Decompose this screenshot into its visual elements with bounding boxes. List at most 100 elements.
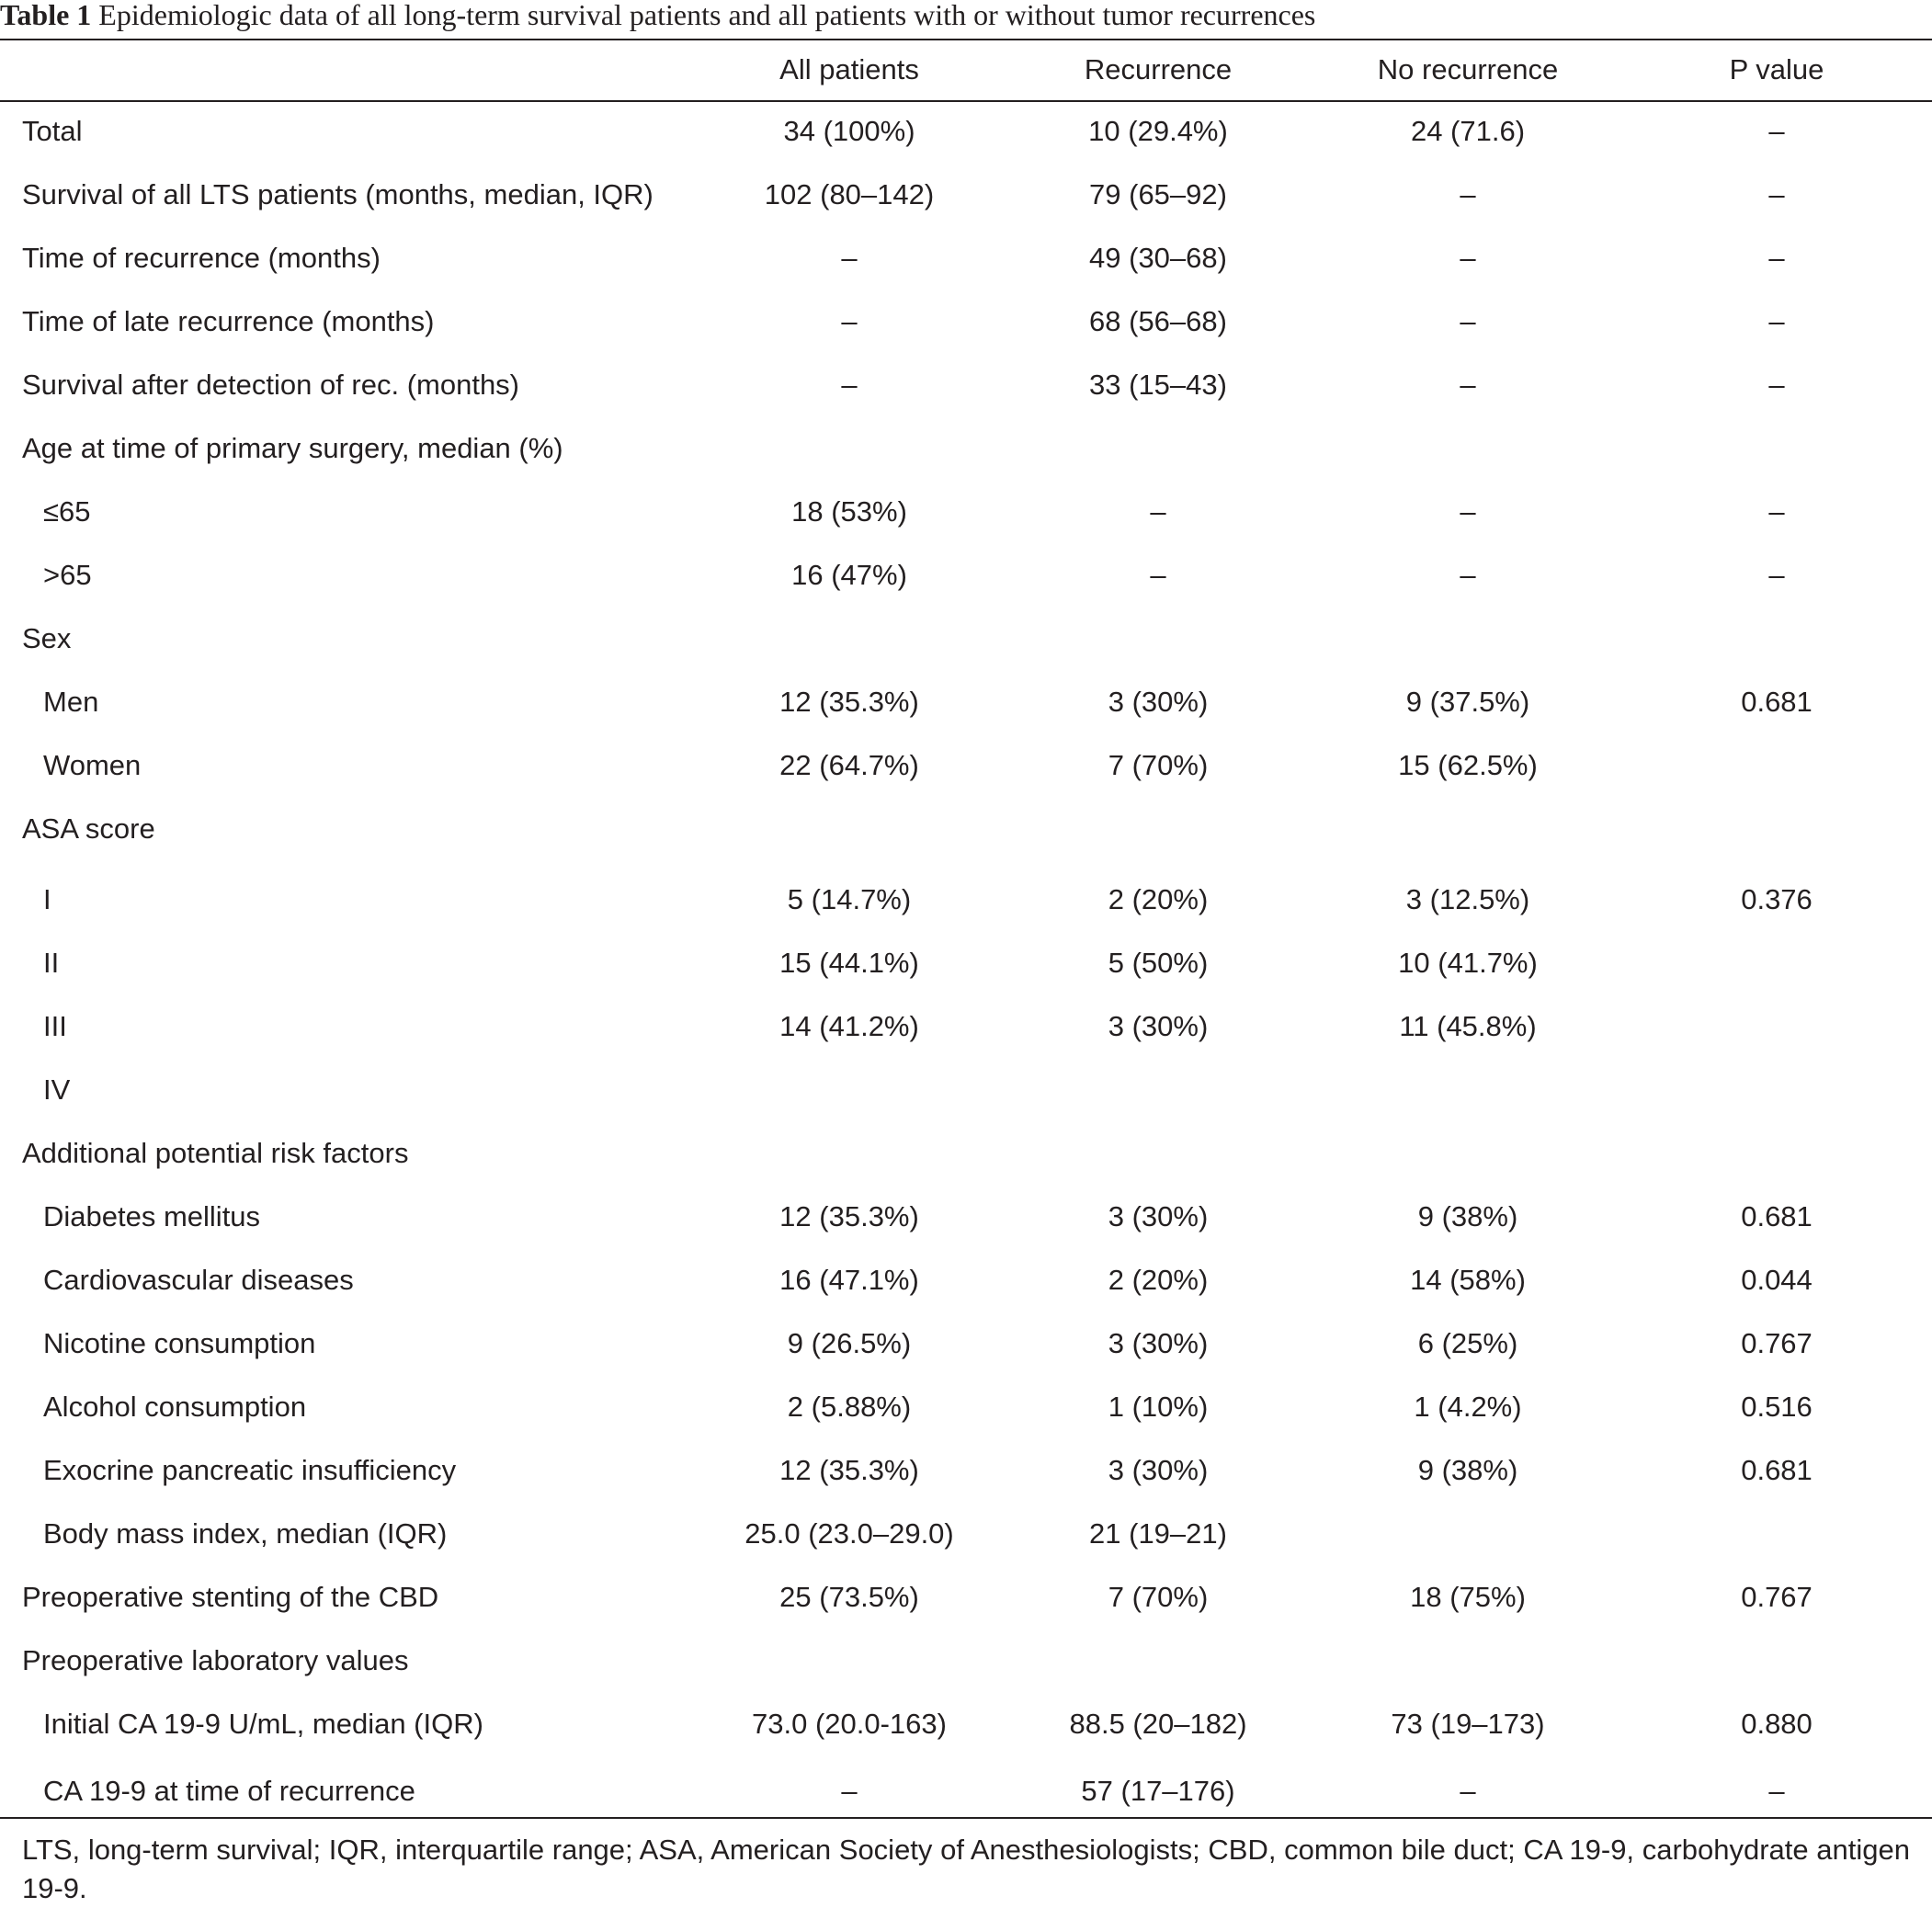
- cell-all-patients: 15 (44.1%): [779, 947, 919, 979]
- cell-no-recurrence: –: [1460, 1775, 1476, 1807]
- cell-all-patients: 12 (35.3%): [779, 686, 919, 718]
- table-row: >65 16 (47%) – – –: [0, 560, 1932, 596]
- row-label: Sex: [22, 622, 72, 654]
- row-label: Survival after detection of rec. (months…: [22, 369, 520, 401]
- table-row: Diabetes mellitus 12 (35.3%) 3 (30%) 9 (38%…: [0, 1201, 1932, 1238]
- cell-p-value: –: [1768, 115, 1785, 147]
- row-label: Time of late recurrence (months): [22, 305, 435, 337]
- cell-no-recurrence: 18 (75%): [1410, 1581, 1526, 1613]
- table-row: Total 34 (100%) 10 (29.4%) 24 (71.6) –: [0, 116, 1932, 153]
- cell-no-recurrence: –: [1460, 178, 1476, 210]
- cell-p-value: 0.767: [1741, 1327, 1813, 1359]
- cell-recurrence: –: [1150, 495, 1166, 528]
- table-row: Women 22 (64.7%) 7 (70%) 15 (62.5%): [0, 750, 1932, 787]
- cell-no-recurrence: 15 (62.5%): [1398, 749, 1538, 781]
- header-rule: [0, 100, 1932, 102]
- cell-no-recurrence: 9 (38%): [1417, 1454, 1518, 1486]
- cell-no-recurrence: –: [1460, 369, 1476, 401]
- table-row: Survival after detection of rec. (months…: [0, 369, 1932, 406]
- table-caption: Table 1 Epidemiologic data of all long-t…: [0, 0, 1932, 37]
- cell-recurrence: 79 (65–92): [1089, 178, 1227, 210]
- table-row: CA 19-9 at time of recurrence – 57 (17–176…: [0, 1776, 1932, 1812]
- table-row: Alcohol consumption 2 (5.88%) 1 (10%) 1 (4.…: [0, 1391, 1932, 1428]
- cell-recurrence: 2 (20%): [1108, 1264, 1209, 1296]
- cell-p-value: 0.516: [1741, 1391, 1813, 1423]
- table-row: Initial CA 19-9 U/mL, median (IQR) 73.0 (…: [0, 1709, 1932, 1745]
- cell-p-value: –: [1768, 369, 1785, 401]
- table-row: Survival of all LTS patients (months, me…: [0, 179, 1932, 216]
- table-row: Sex: [0, 623, 1932, 660]
- table-row: ASA score: [0, 813, 1932, 850]
- cell-recurrence: 49 (30–68): [1089, 242, 1227, 274]
- row-label: Diabetes mellitus: [43, 1200, 261, 1232]
- cell-p-value: 0.044: [1741, 1264, 1813, 1296]
- cell-all-patients: –: [841, 305, 858, 337]
- cell-all-patients: 16 (47.1%): [779, 1264, 919, 1296]
- cell-recurrence: 3 (30%): [1108, 1327, 1209, 1359]
- cell-p-value: –: [1768, 559, 1785, 591]
- cell-all-patients: 2 (5.88%): [787, 1391, 912, 1423]
- cell-no-recurrence: 10 (41.7%): [1398, 947, 1538, 979]
- cell-recurrence: 3 (30%): [1108, 1010, 1209, 1042]
- cell-p-value: –: [1768, 178, 1785, 210]
- row-label: I: [43, 883, 51, 915]
- cell-p-value: –: [1768, 305, 1785, 337]
- cell-no-recurrence: 9 (38%): [1417, 1200, 1518, 1232]
- row-label: >65: [43, 559, 92, 591]
- row-label: Body mass index, median (IQR): [43, 1517, 448, 1550]
- cell-no-recurrence: 24 (71.6): [1410, 115, 1526, 147]
- cell-all-patients: 12 (35.3%): [779, 1454, 919, 1486]
- row-label: Additional potential risk factors: [22, 1137, 409, 1169]
- cell-recurrence: 33 (15–43): [1089, 369, 1227, 401]
- cell-no-recurrence: 3 (12.5%): [1405, 883, 1530, 915]
- cell-all-patients: –: [841, 242, 858, 274]
- table-row: Cardiovascular diseases 16 (47.1%) 2 (20%)…: [0, 1265, 1932, 1301]
- cell-no-recurrence: 9 (37.5%): [1405, 686, 1530, 718]
- table-row: ≤65 18 (53%) – – –: [0, 496, 1932, 533]
- table-row: Men 12 (35.3%) 3 (30%) 9 (37.5%) 0.681: [0, 687, 1932, 723]
- cell-p-value: –: [1768, 242, 1785, 274]
- cell-no-recurrence: 6 (25%): [1417, 1327, 1518, 1359]
- header-all-patients: All patients: [779, 53, 919, 85]
- table-row: Exocrine pancreatic insufficiency 12 (35.…: [0, 1455, 1932, 1492]
- row-label: Survival of all LTS patients (months, me…: [22, 178, 653, 210]
- cell-all-patients: 18 (53%): [791, 495, 907, 528]
- table-row: Nicotine consumption 9 (26.5%) 3 (30%) 6 (2…: [0, 1328, 1932, 1365]
- row-label: Preoperative laboratory values: [22, 1644, 409, 1676]
- cell-no-recurrence: 1 (4.2%): [1414, 1391, 1522, 1423]
- table-row: Time of late recurrence (months) – 68 (56–…: [0, 306, 1932, 343]
- cell-no-recurrence: –: [1460, 305, 1476, 337]
- cell-recurrence: 68 (56–68): [1089, 305, 1227, 337]
- cell-p-value: 0.681: [1741, 1200, 1813, 1232]
- cell-all-patients: 5 (14.7%): [787, 883, 912, 915]
- cell-all-patients: 14 (41.2%): [779, 1010, 919, 1042]
- cell-recurrence: 10 (29.4%): [1088, 115, 1228, 147]
- row-label: CA 19-9 at time of recurrence: [43, 1775, 415, 1807]
- cell-recurrence: 2 (20%): [1108, 883, 1209, 915]
- row-label: Men: [43, 686, 99, 718]
- cell-all-patients: 102 (80–142): [764, 178, 935, 210]
- cell-all-patients: 16 (47%): [791, 559, 907, 591]
- cell-p-value: –: [1768, 495, 1785, 528]
- cell-no-recurrence: –: [1460, 559, 1476, 591]
- cell-all-patients: 25.0 (23.0–29.0): [744, 1517, 954, 1550]
- table-row: III 14 (41.2%) 3 (30%) 11 (45.8%): [0, 1011, 1932, 1048]
- cell-p-value: 0.681: [1741, 686, 1813, 718]
- row-label: III: [43, 1010, 67, 1042]
- row-label: IV: [43, 1073, 71, 1106]
- table-footnote: LTS, long-term survival; IQR, interquart…: [22, 1834, 1910, 1904]
- table-row: Preoperative stenting of the CBD 25 (73.5…: [0, 1582, 1932, 1618]
- row-label: Cardiovascular diseases: [43, 1264, 354, 1296]
- cell-p-value: 0.767: [1741, 1581, 1813, 1613]
- header-no-recurrence: No recurrence: [1377, 53, 1559, 85]
- cell-recurrence: 3 (30%): [1108, 1454, 1209, 1486]
- cell-recurrence: 7 (70%): [1108, 749, 1209, 781]
- cell-recurrence: 57 (17–176): [1081, 1775, 1235, 1807]
- cell-recurrence: 7 (70%): [1108, 1581, 1209, 1613]
- cell-p-value: 0.681: [1741, 1454, 1813, 1486]
- row-label: Alcohol consumption: [43, 1391, 307, 1423]
- table-row: I 5 (14.7%) 2 (20%) 3 (12.5%) 0.376: [0, 884, 1932, 921]
- cell-no-recurrence: 14 (58%): [1410, 1264, 1526, 1296]
- row-label: Women: [43, 749, 142, 781]
- table-row: Time of recurrence (months) – 49 (30–68) – –: [0, 243, 1932, 279]
